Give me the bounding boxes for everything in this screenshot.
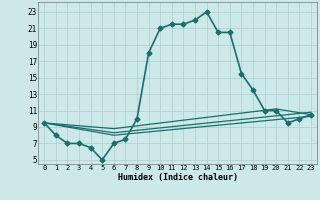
X-axis label: Humidex (Indice chaleur): Humidex (Indice chaleur) — [118, 173, 238, 182]
